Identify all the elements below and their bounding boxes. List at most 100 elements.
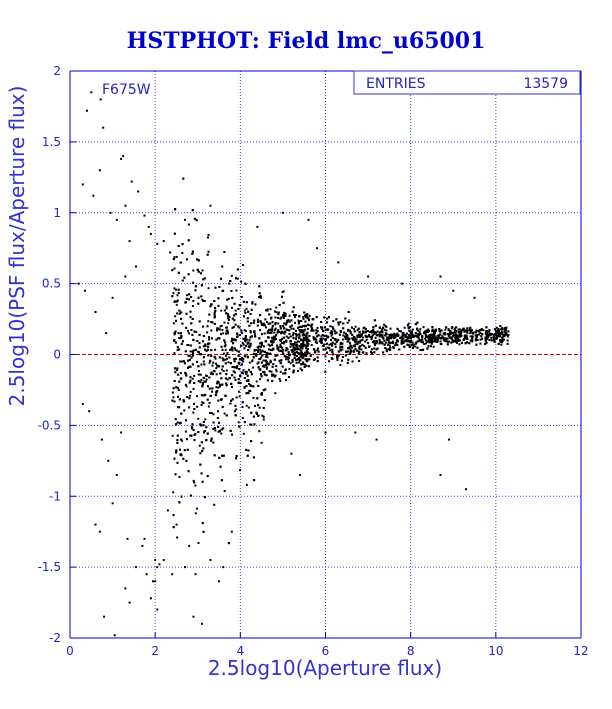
data-point bbox=[234, 366, 237, 369]
data-point bbox=[430, 337, 433, 340]
data-point bbox=[474, 331, 477, 334]
data-point bbox=[270, 349, 273, 352]
data-point bbox=[306, 341, 309, 343]
data-point bbox=[411, 336, 414, 338]
data-point bbox=[325, 334, 328, 337]
data-point bbox=[193, 402, 195, 405]
data-point bbox=[303, 325, 306, 328]
data-point bbox=[203, 300, 206, 302]
data-point bbox=[323, 316, 326, 319]
data-point bbox=[506, 339, 509, 342]
data-point bbox=[411, 347, 414, 349]
data-point bbox=[324, 355, 327, 358]
data-point bbox=[326, 346, 329, 349]
data-point bbox=[261, 333, 263, 336]
data-point bbox=[190, 322, 193, 325]
data-point bbox=[217, 430, 220, 433]
x-tick-label: 4 bbox=[237, 644, 245, 658]
data-point bbox=[345, 332, 347, 335]
data-point bbox=[261, 414, 264, 417]
data-point bbox=[212, 373, 214, 376]
data-point bbox=[302, 325, 304, 327]
data-point bbox=[330, 330, 333, 333]
data-point bbox=[401, 337, 404, 340]
data-point bbox=[143, 537, 146, 540]
data-point bbox=[372, 330, 375, 333]
data-point bbox=[135, 265, 137, 268]
data-point bbox=[477, 330, 480, 333]
data-point bbox=[263, 364, 265, 367]
data-point bbox=[192, 281, 195, 284]
data-point bbox=[209, 305, 212, 308]
data-point bbox=[302, 344, 305, 347]
data-point bbox=[357, 353, 360, 355]
data-point bbox=[236, 364, 239, 367]
data-point bbox=[262, 359, 265, 362]
data-point bbox=[210, 354, 213, 357]
data-point bbox=[224, 377, 227, 380]
data-point bbox=[226, 313, 229, 316]
y-tick-label: 1.5 bbox=[42, 135, 61, 149]
data-point bbox=[216, 329, 218, 332]
data-point bbox=[225, 326, 228, 329]
data-point bbox=[233, 302, 236, 305]
data-point bbox=[158, 563, 161, 566]
data-point bbox=[162, 559, 165, 561]
data-point bbox=[292, 350, 295, 353]
data-point bbox=[264, 355, 267, 358]
data-point bbox=[171, 295, 174, 298]
data-point bbox=[261, 354, 264, 357]
data-point bbox=[353, 340, 356, 343]
data-point bbox=[259, 352, 262, 355]
data-point bbox=[275, 368, 278, 371]
data-point bbox=[109, 211, 112, 214]
data-point bbox=[239, 469, 241, 472]
data-point bbox=[337, 323, 340, 326]
data-point bbox=[213, 322, 216, 325]
data-point bbox=[259, 314, 262, 317]
data-point bbox=[279, 325, 282, 328]
data-point bbox=[449, 330, 452, 333]
data-point bbox=[225, 354, 227, 357]
data-point bbox=[187, 344, 190, 347]
data-point bbox=[291, 358, 294, 361]
data-point bbox=[218, 356, 221, 359]
data-point bbox=[227, 315, 230, 317]
data-point bbox=[192, 338, 195, 341]
data-point bbox=[295, 358, 298, 361]
data-point bbox=[235, 277, 237, 280]
data-point bbox=[280, 359, 283, 362]
data-point bbox=[431, 336, 434, 338]
data-point bbox=[173, 267, 176, 270]
data-point bbox=[291, 343, 294, 346]
data-point bbox=[192, 615, 195, 618]
data-point bbox=[81, 183, 84, 186]
data-point bbox=[274, 392, 277, 395]
data-point bbox=[266, 352, 269, 355]
data-point bbox=[173, 400, 176, 403]
data-point bbox=[209, 372, 212, 375]
data-point bbox=[190, 425, 193, 428]
data-point bbox=[237, 354, 240, 357]
data-point bbox=[370, 350, 372, 353]
data-point bbox=[220, 428, 223, 431]
data-point bbox=[378, 335, 381, 338]
data-point bbox=[282, 301, 285, 304]
data-point bbox=[213, 300, 216, 302]
data-point bbox=[352, 350, 355, 353]
data-point bbox=[86, 109, 88, 112]
data-point bbox=[431, 330, 434, 333]
data-point bbox=[255, 412, 258, 415]
data-point bbox=[124, 204, 127, 207]
data-point bbox=[305, 314, 307, 316]
data-point bbox=[174, 473, 177, 476]
data-point bbox=[207, 405, 210, 408]
data-point bbox=[409, 337, 412, 340]
data-point bbox=[336, 358, 339, 361]
data-point bbox=[475, 343, 478, 346]
data-point bbox=[424, 337, 427, 340]
data-point bbox=[258, 345, 261, 348]
data-point bbox=[328, 316, 330, 319]
data-point bbox=[305, 349, 308, 352]
data-point bbox=[184, 430, 187, 433]
